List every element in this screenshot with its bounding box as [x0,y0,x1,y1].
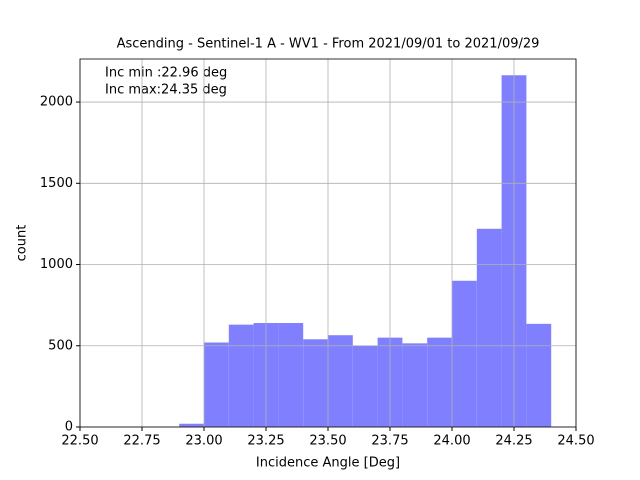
annotation: Inc max:24.35 deg [105,83,227,98]
bar [204,342,229,427]
y-tick-label: 2000 [40,95,73,110]
bar [179,423,204,427]
y-tick-label: 500 [48,338,73,353]
x-tick-label: 23.00 [185,434,222,449]
x-tick-label: 24.00 [433,434,470,449]
bar [328,335,353,427]
bar [476,228,502,427]
bar [427,337,452,427]
x-tick-label: 24.50 [557,434,594,449]
bar [303,339,328,427]
y-axis-label: count [15,225,30,262]
bar [526,323,552,427]
chart-title: Ascending - Sentinel-1 A - WV1 - From 20… [117,37,540,52]
y-tick-label: 1500 [40,176,73,191]
plot-frame [79,58,577,428]
annotation: Inc min :22.96 deg [105,66,227,81]
bar [228,324,254,427]
x-tick-label: 23.75 [371,434,408,449]
bar [352,345,378,427]
y-tick-label: 0 [65,420,73,435]
x-axis-label: Incidence Angle [Deg] [256,456,400,471]
x-tick-label: 23.25 [247,434,284,449]
x-tick-label: 23.50 [309,434,346,449]
bar [278,323,304,427]
y-tick-label: 1000 [40,257,73,272]
x-tick-label: 22.50 [61,434,98,449]
x-tick-label: 24.25 [495,434,532,449]
bar [402,343,428,427]
bar [452,280,477,427]
x-tick-label: 22.75 [123,434,160,449]
